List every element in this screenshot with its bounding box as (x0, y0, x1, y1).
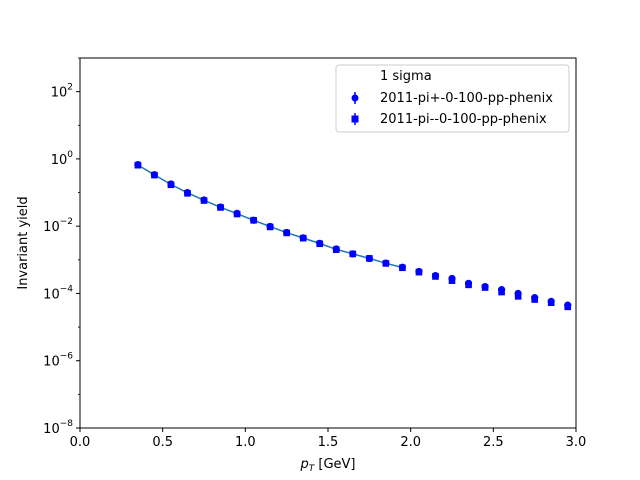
data-point-pi-minus (531, 296, 538, 303)
data-point-pi-minus (167, 181, 175, 189)
data-point-pi-minus (266, 223, 274, 231)
data-point-pi-minus (200, 197, 208, 204)
x-tick-label: 2.5 (483, 435, 504, 450)
x-tick-label: 1.0 (235, 435, 256, 450)
y-axis-label: Invariant yield (16, 196, 31, 289)
data-point-pi-minus (184, 189, 191, 197)
data-point-pi-minus (299, 234, 307, 242)
legend-entry-pi-minus: 2011-pi--0-100-pp-phenix (351, 112, 547, 127)
data-point-pi-minus (481, 284, 489, 291)
data-point-pi-minus (366, 255, 373, 262)
data-point-pi-minus (564, 303, 572, 311)
y-tick-label: 102 (51, 83, 73, 101)
data-point-pi-minus (465, 281, 472, 289)
y-tick-label: 10−6 (43, 352, 73, 370)
data-point-pi-minus (399, 264, 406, 272)
data-point-pi-minus (432, 273, 439, 280)
data-point-pi-minus (415, 268, 423, 276)
data-point-pi-minus (283, 229, 290, 237)
data-point-pi-minus (134, 161, 142, 169)
x-axis-label: pT [GeV] (299, 457, 355, 474)
x-tick-label: 3.0 (566, 435, 587, 450)
data-point-pi-minus (349, 250, 357, 258)
y-tick-label: 100 (51, 150, 74, 168)
y-tick-label: 10−4 (43, 284, 73, 302)
data-point-pi-minus (547, 299, 555, 307)
x-tick-label: 0.0 (70, 435, 91, 450)
y-axis-ticks: 10−8 10−6 10−4 10−2 100 102 (43, 57, 80, 437)
data-point-pi-minus (448, 277, 456, 284)
x-tick-label: 0.5 (152, 435, 173, 450)
data-point-pi-minus (498, 288, 505, 296)
data-point-pi-minus (151, 171, 158, 179)
legend-marker-pi-plus (351, 94, 359, 102)
data-point-pi-minus (514, 293, 522, 300)
legend-title: 1 sigma (380, 69, 432, 84)
y-tick-label: 10−2 (43, 217, 73, 235)
data-point-pi-minus (382, 260, 390, 267)
legend-marker-pi-minus (351, 115, 359, 123)
legend-label-pi-plus: 2011-pi+-0-100-pp-phenix (380, 91, 553, 106)
legend: 1 sigma 2011-pi+-0-100-pp-phenix 2011-pi… (335, 64, 570, 133)
legend-entry-pi-plus: 2011-pi+-0-100-pp-phenix (351, 91, 553, 106)
y-tick-label: 10−8 (43, 419, 73, 437)
data-point-pi-minus (332, 246, 340, 253)
x-tick-label: 1.5 (318, 435, 339, 450)
data-point-pi-minus (217, 204, 224, 211)
legend-label-pi-minus: 2011-pi--0-100-pp-phenix (380, 112, 547, 127)
data-point-pi-minus (233, 210, 241, 218)
x-axis-ticks: 0.0 0.5 1.0 1.5 2.0 2.5 3.0 (70, 428, 587, 450)
x-tick-label: 2.0 (400, 435, 421, 450)
data-points-layer (134, 160, 572, 311)
legend-box (335, 64, 570, 133)
data-point-pi-minus (316, 240, 324, 248)
data-point-pi-minus (250, 216, 257, 224)
